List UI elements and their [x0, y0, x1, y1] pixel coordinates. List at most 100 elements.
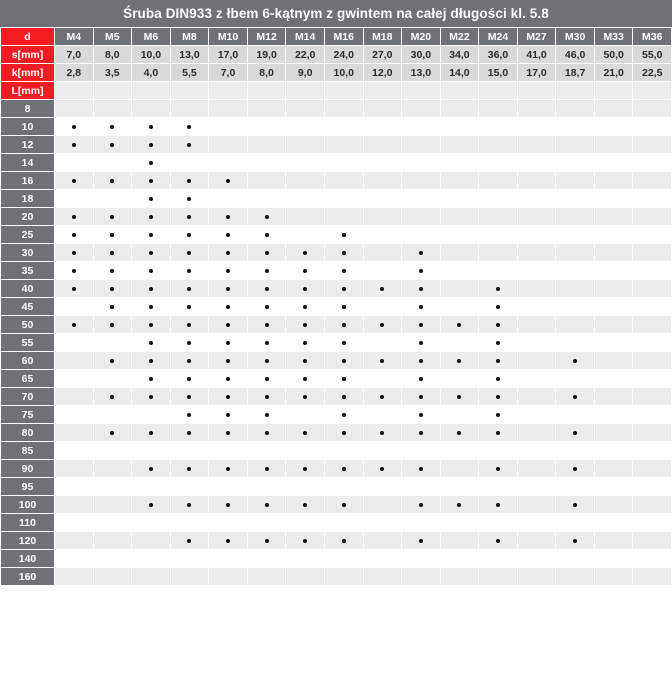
availability-dot-65-M14 [286, 370, 324, 387]
availability-dot-65-M16 [324, 370, 363, 387]
availability-dot-50-M14 [286, 316, 324, 333]
column-header-M24[interactable]: M24 [479, 28, 517, 45]
column-header-M5[interactable]: M5 [93, 28, 132, 45]
availability-cell-18-M27 [517, 190, 556, 207]
availability-cell-100-M33 [594, 496, 633, 513]
column-header-M18[interactable]: M18 [363, 28, 402, 45]
availability-cell-8-M12 [247, 100, 286, 117]
row-header-length-75[interactable]: 75 [1, 406, 54, 423]
value-k-M18: 12,0 [363, 64, 402, 81]
row-header-length-65[interactable]: 65 [1, 370, 54, 387]
availability-dot-60-M8 [170, 352, 209, 369]
availability-dot-35-M14 [286, 262, 324, 279]
column-header-M16[interactable]: M16 [324, 28, 363, 45]
row-header-length-12[interactable]: 12 [1, 136, 54, 153]
availability-cell-85-M36 [633, 442, 671, 459]
availability-cell-45-M18 [363, 298, 402, 315]
row-header-length-120[interactable]: 120 [1, 532, 54, 549]
availability-cell-120-M27 [517, 532, 556, 549]
row-header-length-95[interactable]: 95 [1, 478, 54, 495]
row-header-length-10[interactable]: 10 [1, 118, 54, 135]
row-header-length-20[interactable]: 20 [1, 208, 54, 225]
availability-cell-65-M22 [440, 370, 479, 387]
column-header-M36[interactable]: M36 [633, 28, 671, 45]
availability-cell-65-M36 [633, 370, 671, 387]
availability-cell-12-M10 [209, 136, 247, 153]
availability-cell-8-M14 [286, 100, 324, 117]
availability-dot-12-M4 [55, 136, 93, 153]
availability-dot-55-M6 [132, 334, 170, 351]
availability-cell-45-M22 [440, 298, 479, 315]
availability-cell-20-M30 [556, 208, 594, 225]
availability-dot-20-M5 [93, 208, 132, 225]
availability-dot-25-M4 [55, 226, 93, 243]
row-header-length-70[interactable]: 70 [1, 388, 54, 405]
column-header-M33[interactable]: M33 [594, 28, 633, 45]
availability-cell-60-M4 [55, 352, 93, 369]
availability-cell-12-M22 [440, 136, 479, 153]
row-header-length-16[interactable]: 16 [1, 172, 54, 189]
row-header-length-100[interactable]: 100 [1, 496, 54, 513]
row-header-length-140[interactable]: 140 [1, 550, 54, 567]
availability-dot-40-M8 [170, 280, 209, 297]
availability-dot-90-M30 [556, 460, 594, 477]
availability-cell-25-M33 [594, 226, 633, 243]
row-header-length-160[interactable]: 160 [1, 568, 54, 585]
availability-dot-55-M14 [286, 334, 324, 351]
row-header-length-14[interactable]: 14 [1, 154, 54, 171]
column-header-M22[interactable]: M22 [440, 28, 479, 45]
availability-cell-10-M14 [286, 118, 324, 135]
availability-dot-70-M8 [170, 388, 209, 405]
row-header-length-85[interactable]: 85 [1, 442, 54, 459]
availability-cell-85-M27 [517, 442, 556, 459]
row-header-length-60[interactable]: 60 [1, 352, 54, 369]
availability-cell-40-M33 [594, 280, 633, 297]
availability-cell-110-M24 [479, 514, 517, 531]
column-header-M10[interactable]: M10 [209, 28, 247, 45]
availability-cell-120-M33 [594, 532, 633, 549]
column-header-M6[interactable]: M6 [132, 28, 170, 45]
column-header-M12[interactable]: M12 [247, 28, 286, 45]
row-header-length-30[interactable]: 30 [1, 244, 54, 261]
row-header-length-40[interactable]: 40 [1, 280, 54, 297]
availability-dot-75-M24 [479, 406, 517, 423]
availability-cell-85-M24 [479, 442, 517, 459]
column-header-M30[interactable]: M30 [556, 28, 594, 45]
availability-dot-90-M16 [324, 460, 363, 477]
availability-cell-65-M18 [363, 370, 402, 387]
availability-dot-10-M4 [55, 118, 93, 135]
availability-cell-140-M16 [324, 550, 363, 567]
availability-cell-160-M6 [132, 568, 170, 585]
availability-cell-100-M27 [517, 496, 556, 513]
column-header-M14[interactable]: M14 [286, 28, 324, 45]
availability-cell-110-M16 [324, 514, 363, 531]
row-header-length-8[interactable]: 8 [1, 100, 54, 117]
availability-cell-16-M33 [594, 172, 633, 189]
availability-cell-18-M5 [93, 190, 132, 207]
availability-dot-45-M5 [93, 298, 132, 315]
availability-cell-25-M14 [286, 226, 324, 243]
row-header-length-55[interactable]: 55 [1, 334, 54, 351]
row-header-length-35[interactable]: 35 [1, 262, 54, 279]
column-header-M27[interactable]: M27 [517, 28, 556, 45]
column-header-M20[interactable]: M20 [402, 28, 440, 45]
row-header-length-80[interactable]: 80 [1, 424, 54, 441]
row-header-length-50[interactable]: 50 [1, 316, 54, 333]
row-header-length-90[interactable]: 90 [1, 460, 54, 477]
row-header-length-18[interactable]: 18 [1, 190, 54, 207]
row-header-length-110[interactable]: 110 [1, 514, 54, 531]
row-header-length-45[interactable]: 45 [1, 298, 54, 315]
row-header-length-25[interactable]: 25 [1, 226, 54, 243]
value-s-M18: 27,0 [363, 46, 402, 63]
availability-cell-16-M24 [479, 172, 517, 189]
column-header-M8[interactable]: M8 [170, 28, 209, 45]
column-header-M4[interactable]: M4 [55, 28, 93, 45]
availability-cell-12-M24 [479, 136, 517, 153]
value-k-M27: 17,0 [517, 64, 556, 81]
availability-cell-18-M22 [440, 190, 479, 207]
availability-dot-100-M22 [440, 496, 479, 513]
availability-cell-160-M18 [363, 568, 402, 585]
page-title: Śruba DIN933 z łbem 6-kątnym z gwintem n… [0, 0, 672, 27]
availability-cell-95-M14 [286, 478, 324, 495]
